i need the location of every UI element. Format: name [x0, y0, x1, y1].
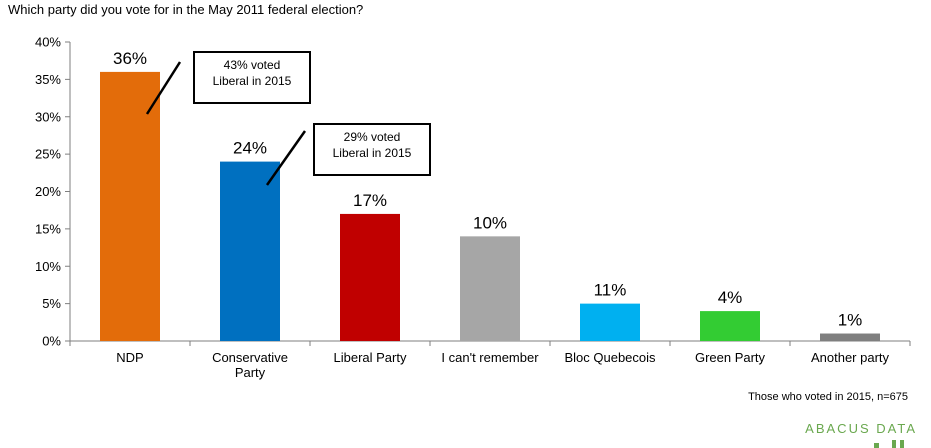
category-label: Party: [235, 365, 266, 380]
y-tick-label: 10%: [35, 259, 61, 274]
bar: [460, 236, 520, 341]
bar: [220, 161, 280, 341]
sample-footnote: Those who voted in 2015, n=675: [748, 391, 908, 403]
category-label: NDP: [116, 350, 143, 365]
y-tick-label: 0%: [42, 334, 61, 349]
callout-pointer: [145, 61, 182, 115]
category-label: I can't remember: [441, 350, 539, 365]
callout-box-conservative: 29% voted Liberal in 2015: [313, 123, 431, 176]
callout-line: Liberal in 2015: [212, 74, 292, 88]
y-tick-label: 5%: [42, 296, 61, 311]
data-label: 10%: [473, 213, 507, 232]
data-label: 4%: [718, 288, 743, 307]
bar: [580, 303, 640, 341]
y-tick-label: 30%: [35, 109, 61, 124]
category-label: Bloc Quebecois: [564, 350, 656, 365]
category-label: Conservative: [212, 350, 288, 365]
data-label: 1%: [838, 311, 863, 330]
callout-line: 43% voted: [223, 58, 281, 72]
data-label: 17%: [353, 191, 387, 210]
data-label: 36%: [113, 49, 147, 68]
bar: [100, 71, 160, 342]
bar: [340, 213, 400, 341]
y-tick-label: 35%: [35, 72, 61, 87]
category-label: Green Party: [695, 350, 766, 365]
callout-line: Liberal in 2015: [332, 146, 412, 160]
y-tick-label: 15%: [35, 221, 61, 236]
brand-logo-text: ABACUS DATA: [805, 421, 917, 436]
bar: [820, 333, 880, 341]
callout-line: 29% voted: [343, 130, 401, 144]
chart-title: Which party did you vote for in the May …: [8, 2, 364, 17]
category-label: Another party: [811, 350, 890, 365]
y-tick-label: 25%: [35, 147, 61, 162]
data-label: 24%: [233, 139, 267, 158]
y-tick-label: 20%: [35, 184, 61, 199]
y-tick-label: 40%: [35, 35, 61, 50]
callout-pointer: [265, 130, 307, 186]
data-label: 11%: [594, 281, 627, 300]
callout-box-ndp: 43% voted Liberal in 2015: [193, 51, 311, 104]
bar: [700, 311, 760, 341]
brand-logo-icon: [874, 440, 904, 448]
category-label: Liberal Party: [334, 350, 407, 365]
